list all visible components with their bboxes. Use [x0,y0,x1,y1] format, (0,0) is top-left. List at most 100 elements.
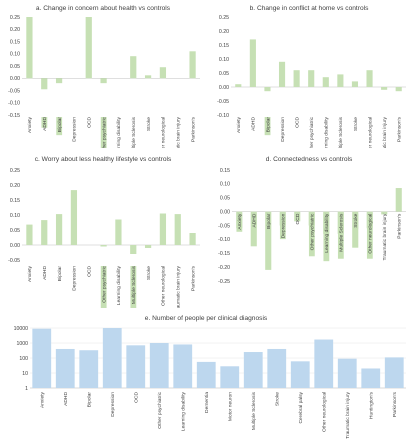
chart-panel-c: c. Worry about less healthy lifestyle vs… [0,148,206,313]
category-label-other-neurological: Other neurological [367,117,373,148]
bar-other-neurological [159,67,167,79]
category-label-huntington-s: Huntington's [369,391,375,419]
category-label-group: Other psychiatric [309,116,315,153]
category-label-ocd: OCD [134,392,140,403]
category-label-motor-neuron: Motor neuron [228,392,234,421]
y-tick-label: 0.25 [219,15,229,21]
label-highlight [236,213,243,232]
category-label-ocd: OCD [295,213,301,224]
label-highlight [130,266,137,312]
category-label-stroke: Stroke [353,117,359,131]
label-highlight [279,213,286,240]
category-label-bipolar: Bipolar [57,266,63,282]
bar-bipolar [79,350,99,388]
category-label-anxiety: Anxiety [236,116,242,133]
category-label-traumatic-brain-injury: Traumatic brain injury [345,391,351,438]
category-label-group: Depression [72,117,78,142]
category-label-adhd: ADHD [251,117,257,131]
bar-adhd [250,211,257,247]
category-label-group: Other psychiatric [100,116,107,160]
category-label-group: Other psychiatric [100,265,107,309]
category-label-group: Bipolar [57,266,63,282]
category-label-traumatic-brain-injury: Traumatic brain injury [176,116,182,148]
bar-ocd [293,70,300,87]
category-label-group: Parkinson's [397,213,403,239]
y-tick-label: -0.05 [8,88,20,94]
category-label-group: Other neurological [322,392,328,432]
y-tick-label: 0.20 [219,29,229,35]
y-tick-label: 0.05 [219,71,229,77]
category-label-group: Depression [279,213,287,240]
category-label-group: Depression [280,117,286,142]
bar-adhd [249,39,256,87]
bar-traumatic-brain-injury [381,87,388,90]
category-label-adhd: ADHD [42,266,48,280]
category-label-group: Anxiety [27,265,33,282]
bar-ocd [294,211,301,222]
category-label-learning-disability: Learning disability [116,116,122,148]
category-label-bipolar: Bipolar [265,117,271,133]
category-label-group: Dementia [204,392,210,413]
label-highlight [323,213,330,262]
category-label-depression: Depression [72,117,78,142]
label-highlight [41,117,48,128]
chart-title: e. Number of people per clinical diagnos… [145,315,268,322]
category-label-group: Other neurological [367,117,373,157]
category-label-group: ADHD [251,117,257,131]
y-tick-label: -0.15 [8,113,20,119]
category-label-group: Multiple Sclerosis [131,116,137,155]
category-label-group: Traumatic brain injury [382,213,388,260]
bar-other-neurological [366,70,373,87]
category-label-ocd: OCD [87,117,93,128]
y-tick-label: 10000 [14,326,29,332]
y-tick-label: 0.10 [220,182,230,188]
label-highlight [352,213,359,230]
y-tick-label: -0.25 [218,279,230,285]
category-label-stroke: Stroke [146,117,152,131]
y-tick-label: -0.05 [217,99,229,105]
category-label-group: OCD [295,213,301,224]
y-tick-label: 0.15 [10,198,20,204]
category-label-group: OCD [134,392,140,403]
category-label-group: Bipolar [87,392,93,408]
category-label-bipolar: Bipolar [87,392,93,408]
category-label-other-psychiatric: Other psychiatric [101,265,107,302]
bar-bipolar [55,214,63,245]
bar-traumatic-brain-injury [174,214,181,245]
category-label-stroke: Stroke [146,266,152,280]
bar-other-psychiatric [149,343,169,388]
bar-anxiety [26,224,33,245]
chart-c-svg: c. Worry about less healthy lifestyle vs… [8,156,200,313]
category-label-group: Parkinson's [190,265,196,291]
bar-ocd [85,17,92,79]
category-label-depression: Depression [72,266,78,291]
y-tick-label: -0.20 [218,265,230,271]
category-label-learning-disability: Learning disability [324,116,330,148]
label-highlight [337,213,344,259]
bar-bipolar [55,78,63,84]
category-label-group: Learning disability [116,116,122,156]
bar-adhd [41,78,48,90]
category-label-ocd: OCD [294,117,300,128]
category-label-other-psychiatric: Other psychiatric [101,116,107,148]
category-label-parkinson-s: Parkinson's [397,213,403,239]
y-tick-label: -0.10 [217,113,229,119]
category-label-group: Learning disability [181,391,187,431]
bar-adhd [41,220,48,245]
bar-other-psychiatric [308,70,315,87]
y-tick-label: 0.15 [220,168,230,174]
y-tick-label: 0.00 [220,209,230,215]
bar-learning-disability [322,77,329,87]
category-label-stroke: Stroke [275,392,281,406]
category-label-depression: Depression [110,392,116,417]
bar-multiple-sclerosis [130,245,137,254]
category-label-group: Multiple Sclerosis [130,265,137,312]
category-label-group: Motor neuron [228,392,234,421]
category-label-learning-disability: Learning disability [324,213,330,253]
category-label-group: Multiple Sclerosis [251,391,257,430]
bar-anxiety [26,17,33,79]
category-label-group: Anxiety [236,116,242,133]
y-tick-label: 0.00 [10,243,20,249]
chart-title: a. Change in concern about health vs con… [36,5,171,12]
bar-depression [70,190,78,245]
